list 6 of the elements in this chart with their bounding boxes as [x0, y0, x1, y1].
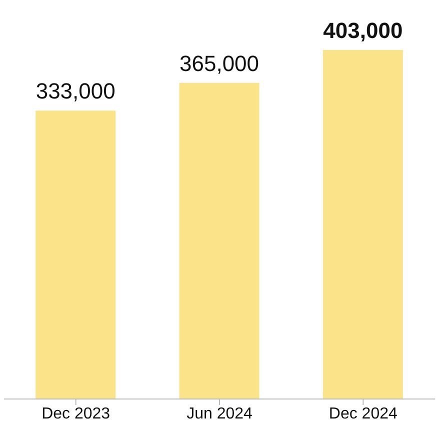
x-tick-label: Jun 2024 [186, 405, 253, 422]
x-tick-label: Dec 2023 [42, 405, 110, 422]
data-label: 365,000 [180, 50, 260, 76]
data-label: 403,000 [323, 18, 403, 43]
data-label: 333,000 [36, 78, 116, 104]
x-tick-label: Dec 2024 [328, 405, 398, 422]
